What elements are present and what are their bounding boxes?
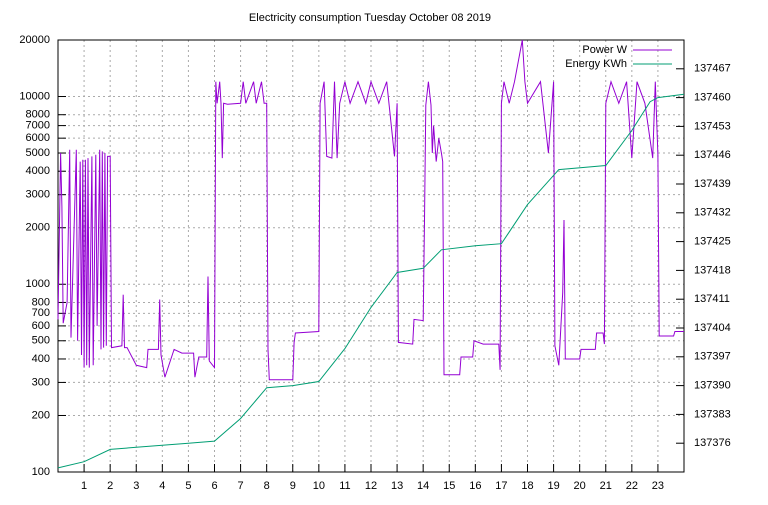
x-tick-label: 16 <box>469 480 481 492</box>
y-tick-label: 500 <box>32 335 50 347</box>
chart-title: Electricity consumption Tuesday October … <box>249 12 491 24</box>
y2-tick-label: 137376 <box>694 437 731 449</box>
y2-tick-label: 137446 <box>694 149 731 161</box>
legend-label: Energy KWh <box>565 58 627 70</box>
y-tick-label: 600 <box>32 320 50 332</box>
series-line <box>57 93 685 469</box>
y-tick-label: 800 <box>32 296 50 308</box>
x-tick-label: 10 <box>313 480 325 492</box>
y-tick-label: 20000 <box>19 34 50 46</box>
y2-tick-label: 137383 <box>694 408 731 420</box>
y-tick-label: 100 <box>32 466 50 478</box>
y-tick-label: 5000 <box>26 147 50 159</box>
x-tick-label: 4 <box>159 480 165 492</box>
y2-tick-label: 137418 <box>694 264 731 276</box>
y2-tick-label: 137390 <box>694 380 731 392</box>
y-tick-label: 2000 <box>26 222 50 234</box>
y-tick-label: 3000 <box>26 189 50 201</box>
x-tick-label: 3 <box>133 480 139 492</box>
y2-tick-label: 137432 <box>694 207 731 219</box>
x-tick-label: 20 <box>574 480 586 492</box>
x-tick-label: 21 <box>600 480 612 492</box>
x-tick-label: 8 <box>264 480 270 492</box>
y2-tick-label: 137425 <box>694 236 731 248</box>
y2-tick-label: 137397 <box>694 351 731 363</box>
y-tick-label: 200 <box>32 409 50 421</box>
y-tick-label: 8000 <box>26 109 50 121</box>
x-tick-label: 7 <box>238 480 244 492</box>
y-tick-label: 4000 <box>26 165 50 177</box>
x-tick-label: 9 <box>290 480 296 492</box>
y2-tick-label: 137453 <box>694 120 731 132</box>
series-line <box>57 39 684 381</box>
y2-tick-label: 137411 <box>694 293 730 305</box>
y-tick-label: 400 <box>32 353 50 365</box>
x-tick-label: 13 <box>391 480 403 492</box>
x-tick-label: 22 <box>626 480 638 492</box>
legend-label: Power W <box>582 44 627 56</box>
plot-frame <box>57 39 685 473</box>
x-tick-label: 6 <box>211 480 217 492</box>
x-tick-label: 14 <box>417 480 429 492</box>
x-tick-label: 17 <box>495 480 507 492</box>
y2-tick-label: 137460 <box>694 92 731 104</box>
x-tick-label: 11 <box>339 480 350 492</box>
y-tick-label: 6000 <box>26 132 50 144</box>
x-tick-label: 12 <box>365 480 377 492</box>
x-tick-label: 19 <box>547 480 559 492</box>
y2-tick-label: 137439 <box>694 178 731 190</box>
x-tick-label: 2 <box>107 480 113 492</box>
y2-tick-label: 137404 <box>694 322 731 334</box>
x-tick-label: 23 <box>652 480 664 492</box>
x-tick-label: 1 <box>81 480 87 492</box>
y2-tick-label: 137467 <box>694 63 731 75</box>
x-tick-label: 5 <box>185 480 191 492</box>
x-tick-label: 15 <box>443 480 455 492</box>
x-tick-label: 18 <box>521 480 533 492</box>
y-tick-label: 700 <box>32 307 50 319</box>
y-tick-label: 300 <box>32 376 50 388</box>
y-tick-label: 7000 <box>26 120 50 132</box>
y-tick-label: 10000 <box>19 90 50 102</box>
y-tick-label: 1000 <box>26 278 50 290</box>
